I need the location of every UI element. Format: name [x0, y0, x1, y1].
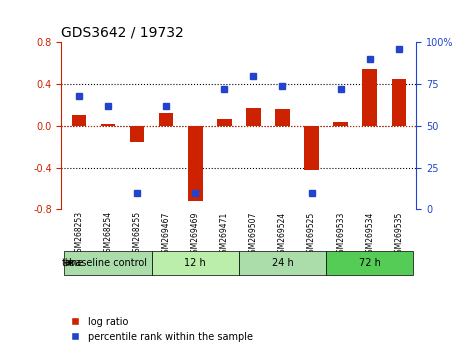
Text: 24 h: 24 h	[272, 258, 293, 268]
FancyBboxPatch shape	[239, 251, 326, 275]
Text: 72 h: 72 h	[359, 258, 381, 268]
Text: GSM268255: GSM268255	[132, 211, 141, 257]
Text: 12 h: 12 h	[184, 258, 206, 268]
Bar	[130, 126, 144, 142]
Text: GSM269524: GSM269524	[278, 211, 287, 258]
Text: GDS3642 / 19732: GDS3642 / 19732	[61, 26, 184, 40]
Bar	[362, 69, 377, 126]
Bar	[275, 109, 290, 126]
Text: GSM269471: GSM269471	[220, 211, 229, 258]
Text: GSM269535: GSM269535	[394, 211, 403, 258]
Text: GSM269469: GSM269469	[191, 211, 200, 258]
Text: baseline control: baseline control	[69, 258, 147, 268]
Bar	[304, 126, 319, 170]
Bar	[101, 124, 115, 126]
Text: GSM269467: GSM269467	[162, 211, 171, 258]
Text: GSM268253: GSM268253	[74, 211, 83, 257]
Bar	[159, 113, 174, 126]
Bar	[217, 119, 232, 126]
Text: GSM269507: GSM269507	[249, 211, 258, 258]
Bar	[72, 115, 86, 126]
Bar	[246, 108, 261, 126]
FancyBboxPatch shape	[152, 251, 239, 275]
Text: time: time	[62, 258, 84, 268]
Bar	[333, 122, 348, 126]
Text: GSM268254: GSM268254	[104, 211, 113, 257]
Text: GSM269525: GSM269525	[307, 211, 316, 258]
Text: GSM269533: GSM269533	[336, 211, 345, 258]
Bar	[188, 126, 202, 201]
Legend: log ratio, percentile rank within the sample: log ratio, percentile rank within the sa…	[66, 313, 257, 346]
FancyBboxPatch shape	[64, 251, 152, 275]
Bar	[392, 79, 406, 126]
Text: GSM269534: GSM269534	[365, 211, 374, 258]
FancyBboxPatch shape	[326, 251, 413, 275]
